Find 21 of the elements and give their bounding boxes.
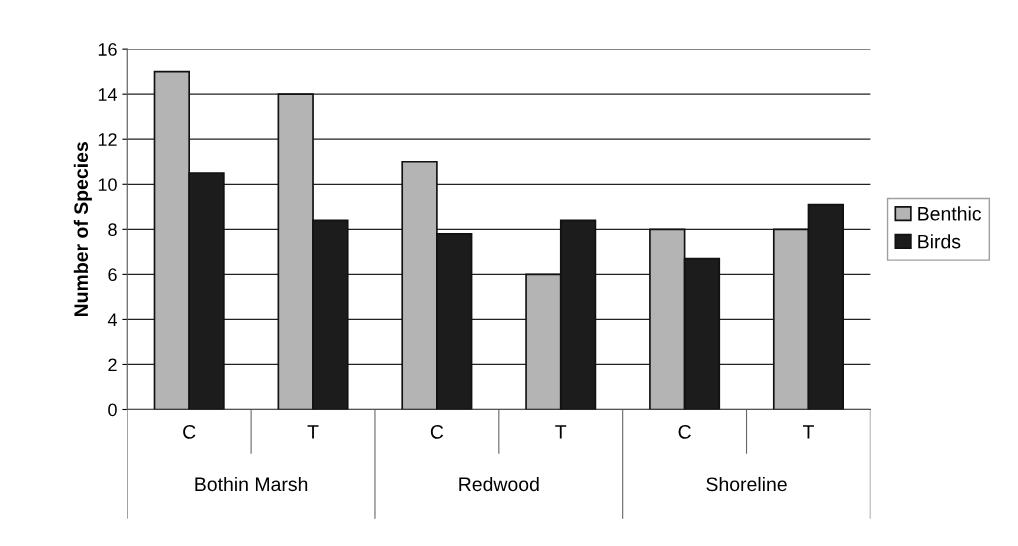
text: Bothin Marsh (195, 476, 308, 492)
y-tick-label: 16 (98, 43, 117, 56)
legend-label: Benthic (918, 206, 982, 221)
y-tick-label: 0 (108, 403, 117, 417)
y-tick-label: 6 (108, 268, 117, 282)
y-tick-label: 4 (107, 313, 117, 326)
x-tick-label: T (802, 425, 814, 439)
x-tick-label: C (678, 424, 691, 439)
y-tick-label: 10 (98, 178, 117, 191)
text: Shoreline (706, 476, 787, 492)
x-tick-label: C (183, 424, 196, 439)
text: Redwood (459, 476, 539, 492)
y-tick-label: 2 (108, 358, 117, 371)
y-axis-title: Number of Species (73, 142, 92, 317)
y-tick-label: 14 (98, 88, 117, 101)
x-tick-label: T (307, 425, 319, 439)
y-tick-label: 8 (108, 223, 117, 237)
legend-label: Birds (918, 234, 961, 249)
x-tick-label: C (430, 424, 444, 439)
x-tick-label: T (555, 425, 567, 439)
y-tick-label: 12 (98, 133, 117, 146)
